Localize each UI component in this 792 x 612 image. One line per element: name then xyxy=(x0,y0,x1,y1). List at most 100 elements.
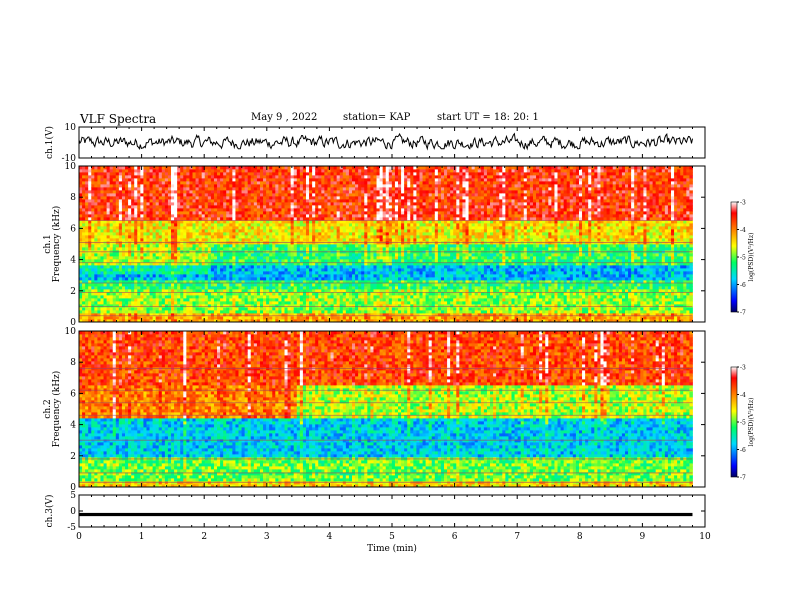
spectrogram-cell xyxy=(242,208,245,211)
spectrogram-cell xyxy=(309,283,312,286)
spectrogram-cell xyxy=(337,232,340,235)
spectrogram-cell xyxy=(248,316,251,319)
spectrogram-cell xyxy=(85,235,88,238)
spectrogram-cell xyxy=(177,256,180,259)
spectrogram-cell xyxy=(324,295,327,298)
spectrogram-cell xyxy=(337,247,340,250)
spectrogram-cell xyxy=(349,259,352,262)
spectrogram-cell xyxy=(285,178,288,181)
spectrogram-cell xyxy=(189,301,192,304)
spectrogram-cell xyxy=(134,289,137,292)
spectrogram-cell xyxy=(146,229,149,232)
spectrogram-cell xyxy=(309,238,312,241)
spectrogram-cell xyxy=(340,190,343,193)
spectrogram-cell xyxy=(202,244,205,247)
spectrogram-cell xyxy=(294,187,297,190)
spectrogram-cell xyxy=(199,229,202,232)
spectrogram-cell xyxy=(143,172,146,175)
spectrogram-cell xyxy=(263,181,266,184)
spectrogram-cell xyxy=(229,181,232,184)
spectrogram-cell xyxy=(183,286,186,289)
spectrogram-cell xyxy=(162,268,165,271)
spectrogram-cell xyxy=(257,235,260,238)
spectrogram-cell xyxy=(79,229,82,232)
spectrogram-cell xyxy=(104,208,107,211)
spectrogram-cell xyxy=(153,301,156,304)
spectrogram-cell xyxy=(88,169,91,172)
spectrogram-cell xyxy=(309,193,312,196)
spectrogram-cell xyxy=(88,223,91,226)
spectrogram-cell xyxy=(91,244,94,247)
spectrogram-cell xyxy=(119,268,122,271)
spectrogram-cell xyxy=(352,253,355,256)
spectrogram-cell xyxy=(88,187,91,190)
spectrogram-cell xyxy=(131,235,134,238)
spectrogram-cell xyxy=(303,256,306,259)
spectrogram-cell xyxy=(97,274,100,277)
spectrogram-cell xyxy=(327,217,330,220)
spectrogram-cell xyxy=(113,265,116,268)
spectrogram-cell xyxy=(226,208,229,211)
spectrogram-cell xyxy=(300,211,303,214)
spectrogram-cell xyxy=(275,226,278,229)
spectrogram-cell xyxy=(318,229,321,232)
spectrogram-cell xyxy=(180,265,183,268)
spectrogram-cell xyxy=(180,217,183,220)
spectrogram-cell xyxy=(214,304,217,307)
spectrogram-cell xyxy=(104,199,107,202)
spectrogram-cell xyxy=(315,253,318,256)
spectrogram-cell xyxy=(88,253,91,256)
spectrogram-cell xyxy=(177,175,180,178)
spectrogram-cell xyxy=(245,256,248,259)
spectrogram-cell xyxy=(245,301,248,304)
spectrogram-cell xyxy=(208,310,211,313)
spectrogram-cell xyxy=(324,199,327,202)
spectrogram-cell xyxy=(131,199,134,202)
spectrogram-cell xyxy=(272,199,275,202)
spectrogram-cell xyxy=(251,268,254,271)
spectrogram-cell xyxy=(263,235,266,238)
spectrogram-cell xyxy=(211,256,214,259)
spectrogram-cell xyxy=(343,187,346,190)
spectrogram-cell xyxy=(107,169,110,172)
spectrogram-cell xyxy=(245,298,248,301)
spectrogram-cell xyxy=(88,172,91,175)
spectrogram-cell xyxy=(156,229,159,232)
spectrogram-cell xyxy=(143,247,146,250)
spectrogram-cell xyxy=(220,256,223,259)
spectrogram-cell xyxy=(159,307,162,310)
spectrogram-cell xyxy=(269,202,272,205)
spectrogram-cell xyxy=(263,196,266,199)
spectrogram-cell xyxy=(266,223,269,226)
spectrogram-cell xyxy=(251,310,254,313)
spectrogram-cell xyxy=(324,316,327,319)
spectrogram-cell xyxy=(211,232,214,235)
spectrogram-cell xyxy=(343,247,346,250)
spectrogram-cell xyxy=(340,295,343,298)
spectrogram-cell xyxy=(199,187,202,190)
spectrogram-cell xyxy=(300,286,303,289)
spectrogram-cell xyxy=(254,226,257,229)
spectrogram-cell xyxy=(306,223,309,226)
spectrogram-cell xyxy=(352,295,355,298)
spectrogram-cell xyxy=(349,283,352,286)
spectrogram-cell xyxy=(104,229,107,232)
spectrogram-cell xyxy=(116,235,119,238)
spectrogram-cell xyxy=(134,229,137,232)
spectrogram-cell xyxy=(100,178,103,181)
spectrogram-cell xyxy=(85,205,88,208)
spectrogram-cell xyxy=(91,211,94,214)
spectrogram-cell xyxy=(183,211,186,214)
spectrogram-cell xyxy=(192,214,195,217)
spectrogram-cell xyxy=(251,169,254,172)
spectrogram-cell xyxy=(122,214,125,217)
spectrogram-cell xyxy=(334,169,337,172)
spectrogram-cell xyxy=(205,196,208,199)
spectrogram-cell xyxy=(223,202,226,205)
spectrogram-cell xyxy=(260,238,263,241)
spectrogram-cell xyxy=(116,244,119,247)
spectrogram-cell xyxy=(125,226,128,229)
spectrogram-cell xyxy=(192,202,195,205)
spectrogram-cell xyxy=(211,211,214,214)
spectrogram-cell xyxy=(113,304,116,307)
